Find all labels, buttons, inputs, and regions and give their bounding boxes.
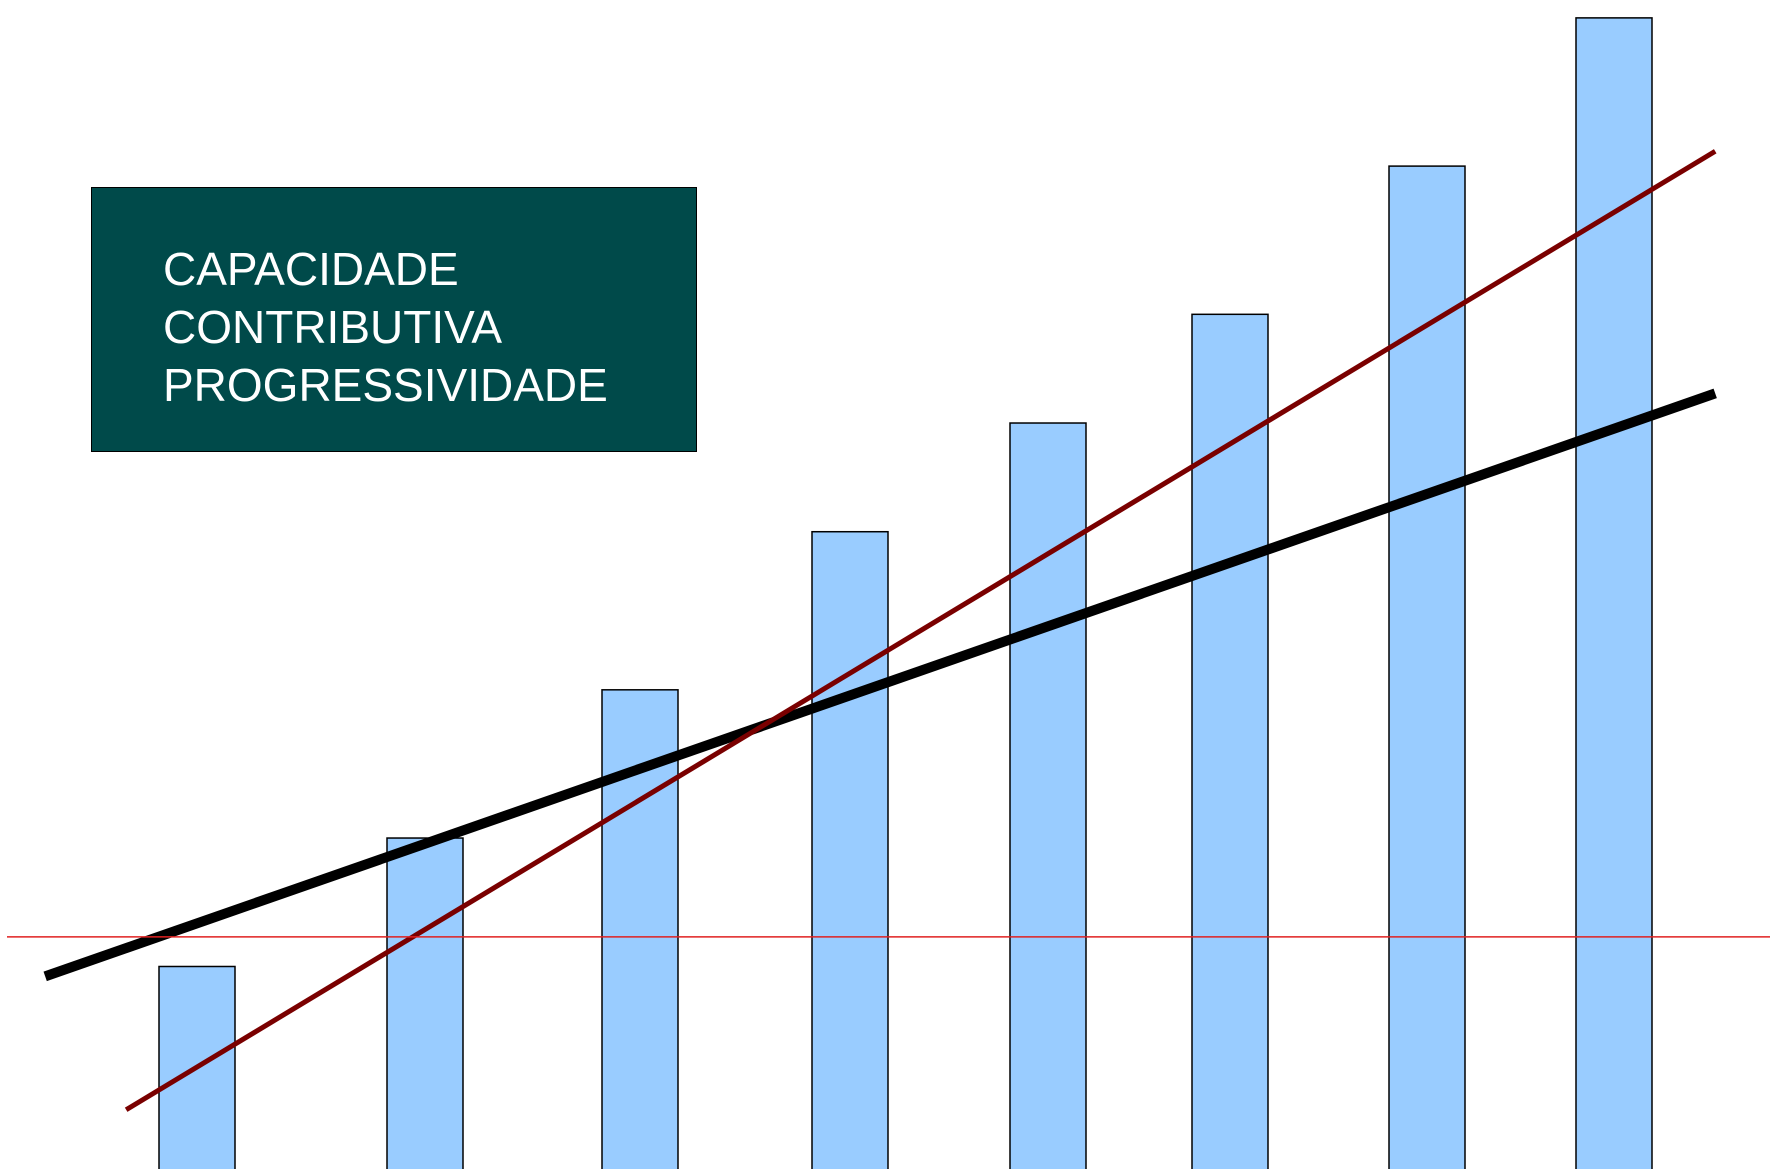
bar-4 [811,530,889,1169]
trend-line-progressive [124,149,1717,1112]
bar-2 [386,837,464,1169]
bar-5 [1009,422,1087,1169]
bar-8 [1575,17,1653,1169]
label-capacidade: CAPACIDADE [163,243,459,295]
label-box: CAPACIDADE CONTRIBUTIVA PROGRESSIVIDADE [91,187,697,452]
bar-7 [1388,165,1466,1169]
label-progressividade: PROGRESSIVIDADE [163,359,608,411]
label-contributiva: CONTRIBUTIVA [163,301,503,353]
trend-line-proportional [43,388,1717,982]
